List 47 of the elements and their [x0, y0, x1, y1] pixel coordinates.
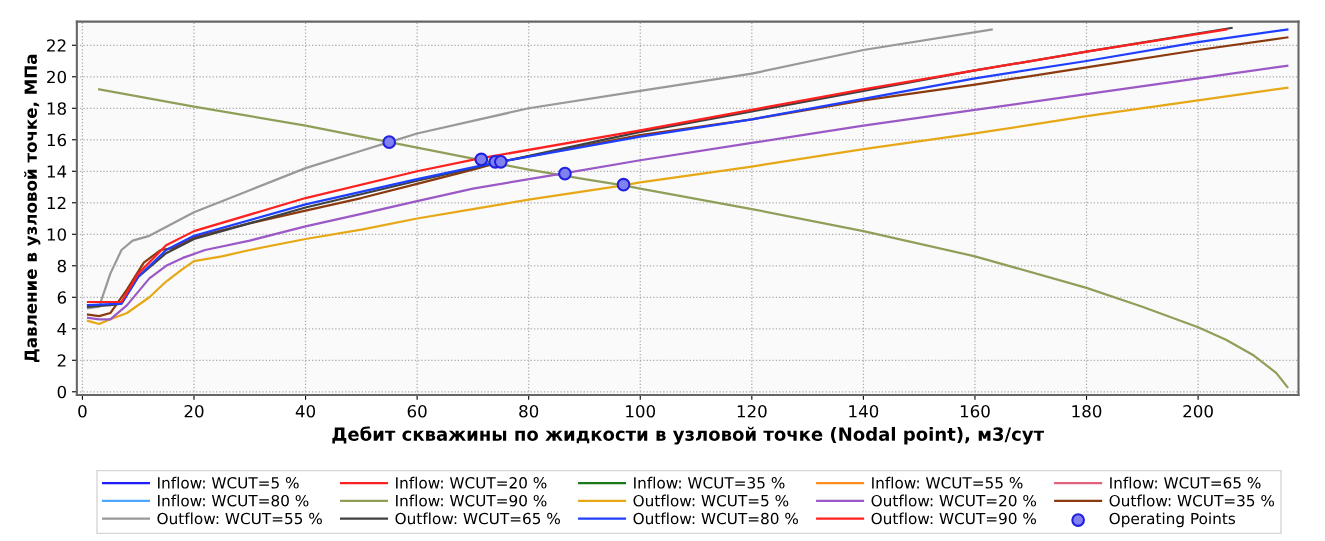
y-tick-label: 20 [47, 70, 67, 84]
x-axis-title: Дебит скважины по жидкости в узловой точке (Nodal point), м3/сут [332, 426, 1044, 445]
y-tick-label: 6 [57, 291, 67, 304]
legend-label: Outflow: WCUT=55 % [157, 512, 322, 525]
legend-label: Inflow: WCUT=80 % [158, 494, 309, 507]
point [616, 177, 631, 192]
x-tick-label: 120 [737, 404, 767, 418]
y-tick-label: 2 [57, 354, 66, 367]
legend-label: Operating Points [1109, 512, 1236, 528]
legend-label: Inflow: WCUT=35 % [634, 476, 785, 489]
y-tick-label: 16 [47, 133, 67, 147]
y-tick-label: 18 [47, 102, 66, 115]
y-axis-title: Давление в узловой точке, МПа [24, 54, 41, 363]
y-tick-label: 0 [57, 385, 67, 399]
legend-label: Inflow: WCUT=5 % [158, 476, 299, 489]
y-tick-label: 22 [47, 39, 66, 52]
x-tick-label: 60 [407, 404, 427, 418]
legend-label: Inflow: WCUT=20 % [396, 476, 547, 489]
legend-label: Outflow: WCUT=65 % [395, 512, 560, 525]
x-tick-label: 180 [1072, 404, 1102, 418]
line-series [86, 28, 993, 310]
y-tick-label: 10 [47, 228, 67, 241]
legend-label: Outflow: WCUT=20 % [871, 494, 1037, 507]
x-tick-label: 20 [184, 404, 204, 418]
x-tick-label: 100 [626, 404, 656, 418]
point [493, 154, 508, 169]
y-tick-label: 12 [47, 196, 66, 210]
line-series [98, 88, 1289, 389]
x-tick-label: 160 [960, 404, 990, 418]
x-tick-label: 200 [1183, 404, 1213, 418]
y-tick-label: 8 [57, 259, 66, 273]
point [382, 135, 397, 149]
x-tick-label: 140 [849, 404, 879, 418]
legend-label: Inflow: WCUT=90 % [396, 494, 547, 507]
point [474, 152, 489, 167]
legend-label: Outflow: WCUT=35 % [1109, 494, 1275, 507]
legend-label: Outflow: WCUT=80 % [633, 512, 799, 525]
x-tick-label: 80 [519, 404, 539, 418]
x-tick-label: 0 [78, 404, 87, 418]
legend-label: Inflow: WCUT=65 % [1110, 476, 1261, 489]
legend-label: Outflow: WCUT=90 % [871, 512, 1037, 525]
x-tick-label: 40 [295, 404, 316, 418]
point [558, 166, 572, 181]
legend-label: Outflow: WCUT=5 % [633, 494, 789, 507]
y-tick-label: 4 [57, 322, 67, 336]
legend-label: Inflow: WCUT=55 % [872, 476, 1023, 489]
y-tick-label: 14 [47, 165, 67, 178]
